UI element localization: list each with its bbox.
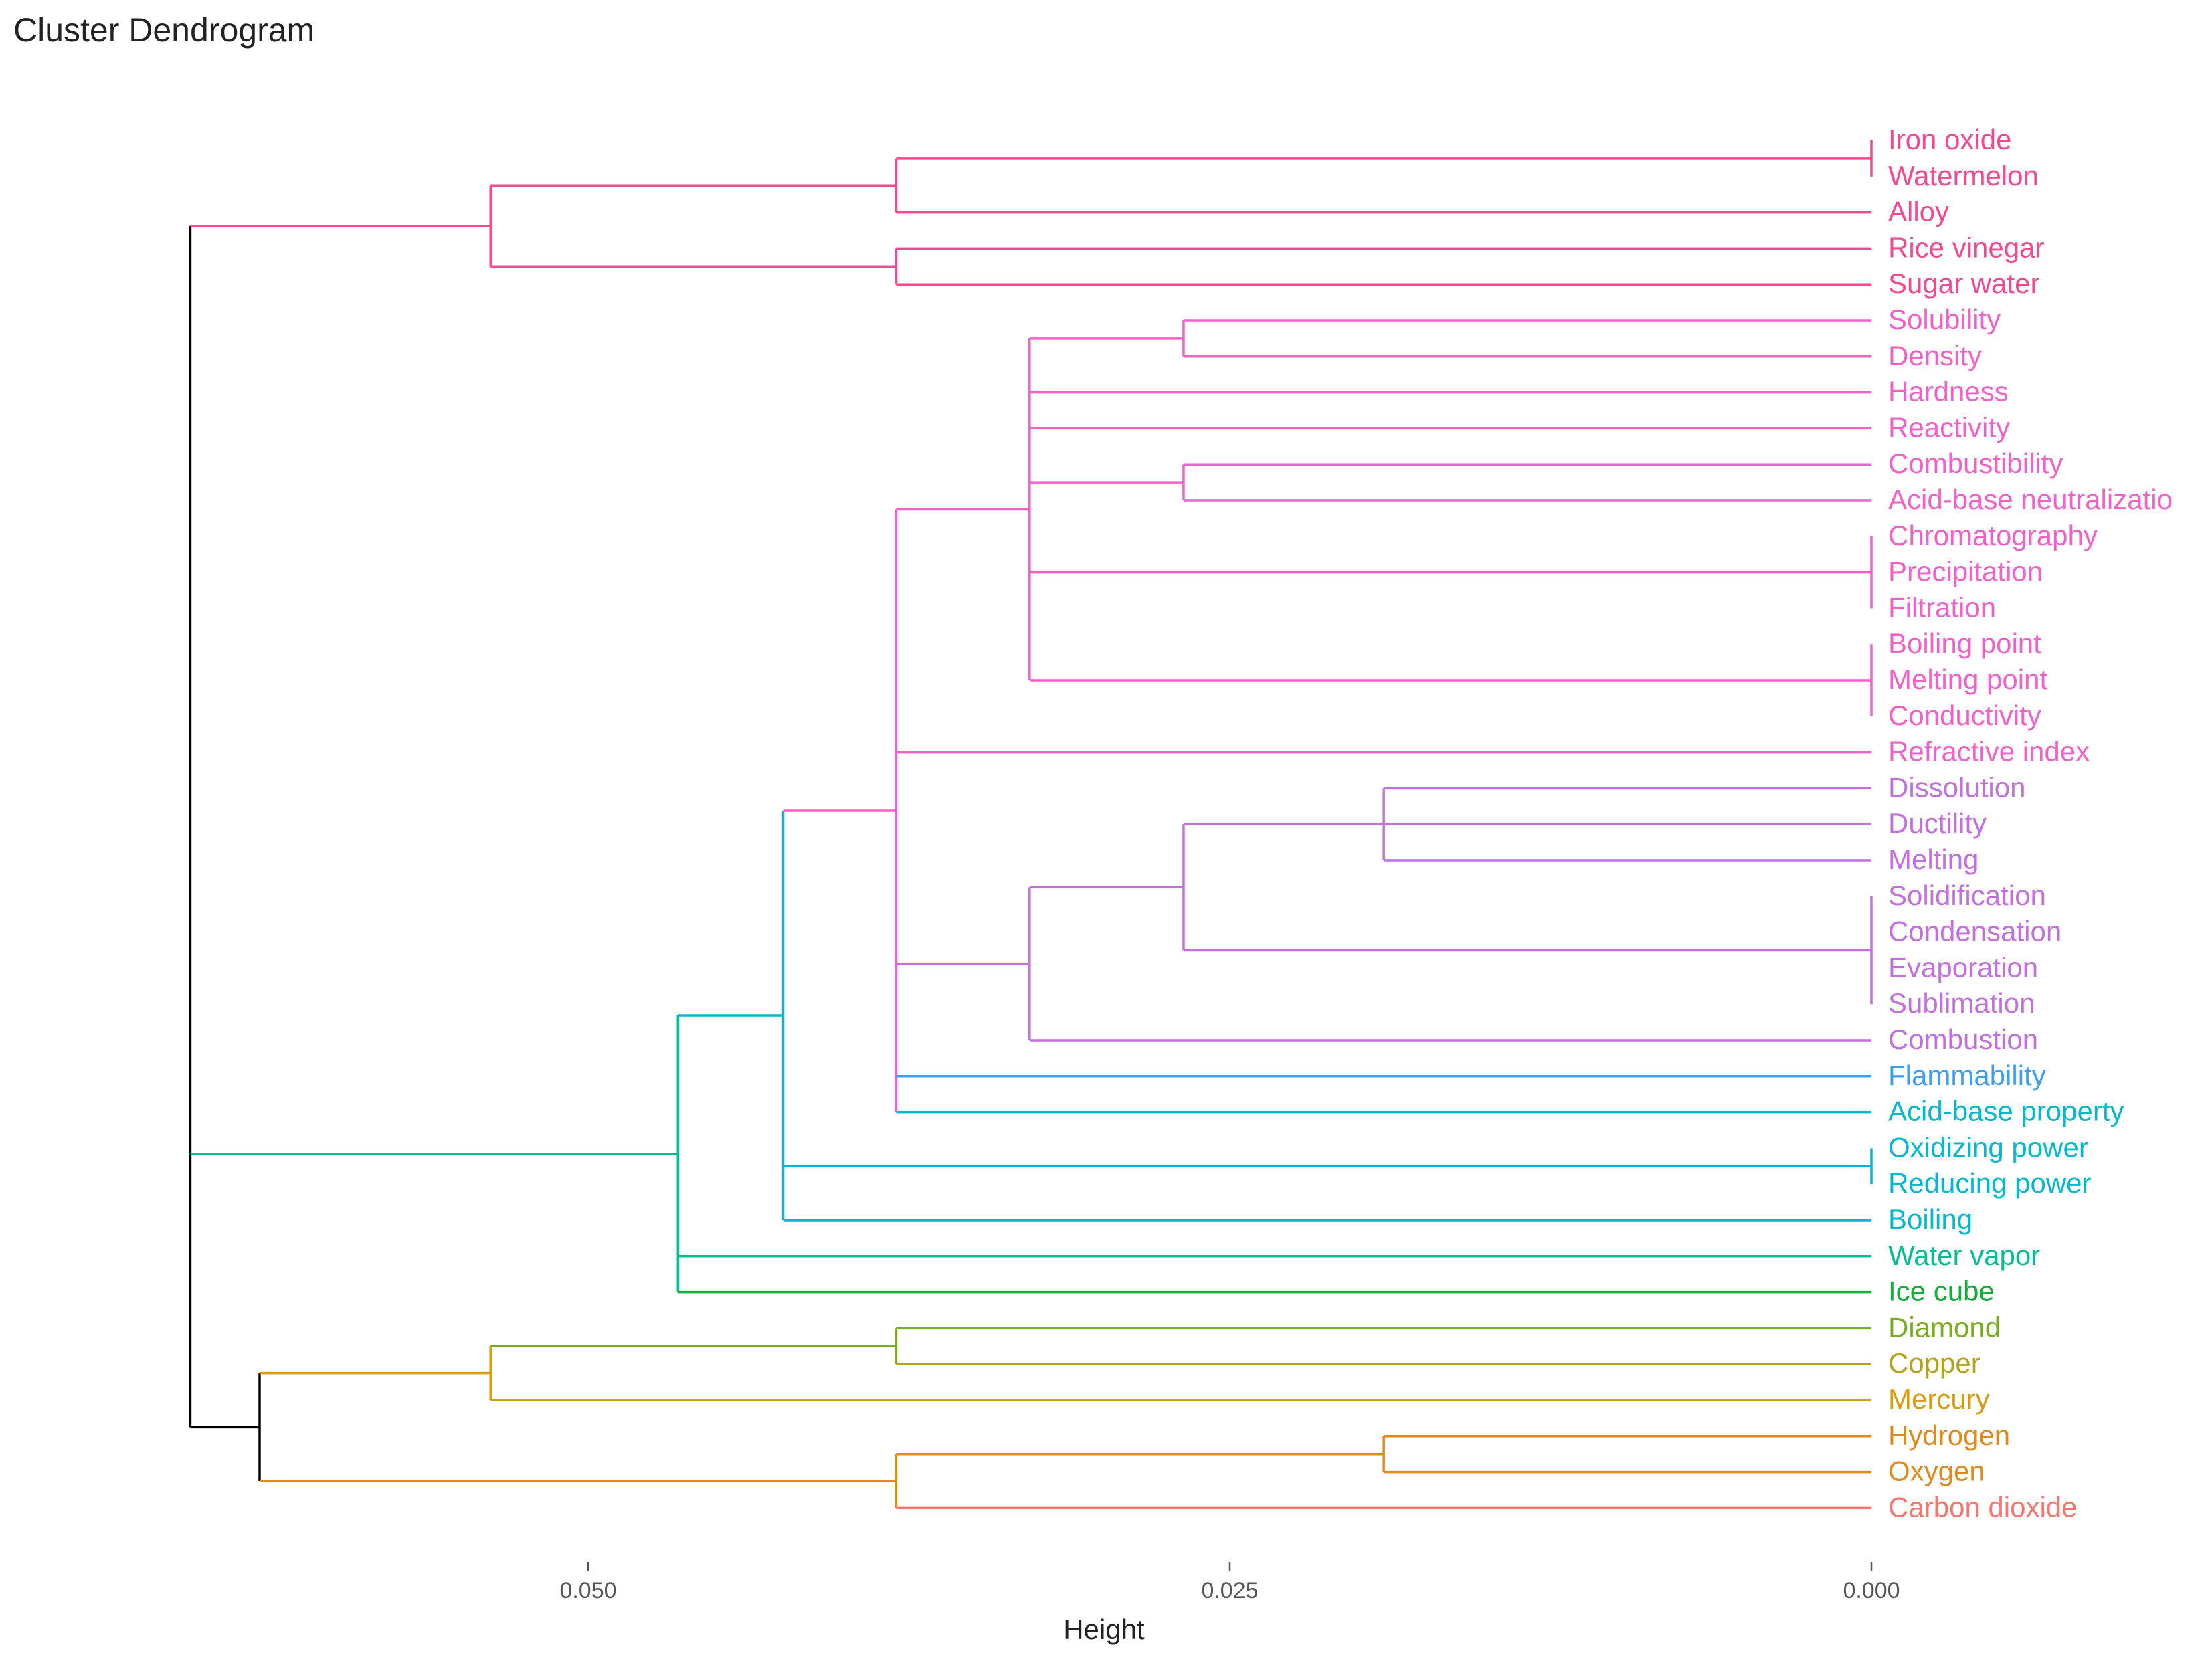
leaf-label: Diamond xyxy=(1888,1311,2001,1343)
leaf-label: Alloy xyxy=(1888,196,1949,227)
leaf-label: Acid-base neutralizatio xyxy=(1888,484,2173,515)
leaf-label: Dissolution xyxy=(1888,771,2025,803)
leaf-label: Combustion xyxy=(1888,1023,2038,1055)
leaf-label: Mercury xyxy=(1888,1383,1990,1415)
leaf-label: Sugar water xyxy=(1888,268,2039,299)
leaf-label: Reducing power xyxy=(1888,1167,2092,1199)
leaf-label: Filtration xyxy=(1888,591,1996,623)
leaf-label: Density xyxy=(1888,340,1982,371)
leaf-label: Iron oxide xyxy=(1888,124,2011,155)
leaf-label: Reactivity xyxy=(1888,411,2010,443)
leaf-label: Solidification xyxy=(1888,880,2046,911)
leaf-label: Condensation xyxy=(1888,916,2061,947)
leaf-label: Combustibility xyxy=(1888,448,2063,479)
leaf-label: Solubility xyxy=(1888,304,2001,335)
leaf-label: Evaporation xyxy=(1888,951,2038,983)
leaf-label: Chromatography xyxy=(1888,520,2098,551)
leaf-label: Ductility xyxy=(1888,807,1987,839)
leaf-label: Melting xyxy=(1888,844,1978,875)
leaf-label: Boiling point xyxy=(1888,627,2041,659)
x-tick-label: 0.050 xyxy=(559,1578,616,1603)
leaf-label: Sublimation xyxy=(1888,987,2035,1019)
leaf-label: Oxidizing power xyxy=(1888,1131,2088,1163)
x-axis-label: Height xyxy=(1063,1614,1145,1645)
leaf-label: Copper xyxy=(1888,1347,1980,1379)
leaf-label: Hydrogen xyxy=(1888,1420,2010,1451)
leaf-label: Acid-base property xyxy=(1888,1096,2124,1127)
leaf-label: Melting point xyxy=(1888,664,2047,695)
leaf-label: Ice cube xyxy=(1888,1276,1995,1307)
leaf-label: Hardness xyxy=(1888,376,2009,407)
leaf-label: Conductivity xyxy=(1888,700,2041,731)
leaf-label: Refractive index xyxy=(1888,736,2090,767)
x-tick-label: 0.025 xyxy=(1201,1578,1258,1603)
leaf-label: Boiling xyxy=(1888,1203,1972,1235)
leaf-label: Flammability xyxy=(1888,1060,2046,1091)
leaf-label: Watermelon xyxy=(1888,160,2039,191)
x-tick-label: 0.000 xyxy=(1843,1578,1900,1603)
chart-title: Cluster Dendrogram xyxy=(13,11,315,49)
leaf-label: Carbon dioxide xyxy=(1888,1491,2078,1523)
leaf-label: Precipitation xyxy=(1888,556,2043,587)
leaf-label: Rice vinegar xyxy=(1888,231,2044,263)
leaf-label: Oxygen xyxy=(1888,1456,1985,1487)
leaf-label: Water vapor xyxy=(1888,1240,2040,1271)
